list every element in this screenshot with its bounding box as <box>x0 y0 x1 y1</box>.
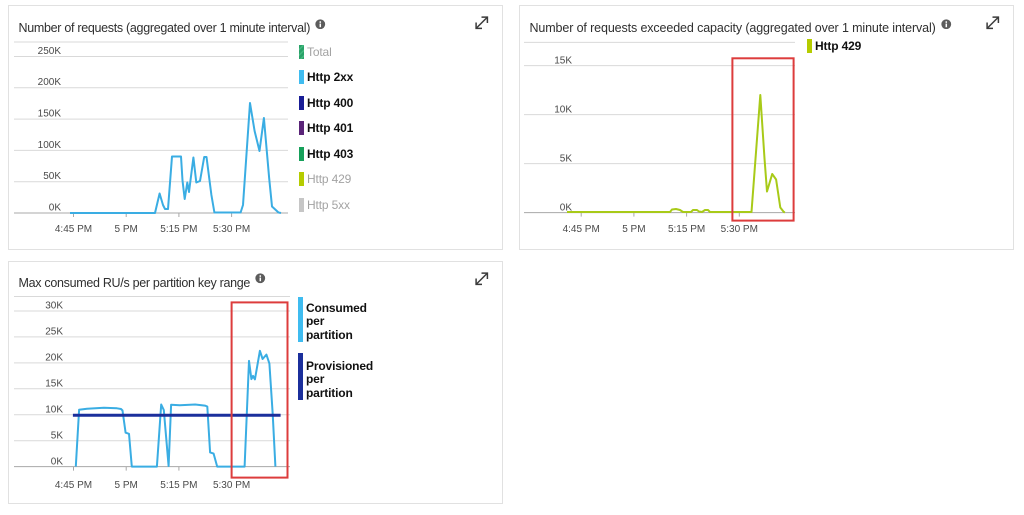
svg-text:5:15 PM: 5:15 PM <box>668 224 705 235</box>
svg-text:0K: 0K <box>51 457 64 468</box>
svg-text:150K: 150K <box>38 109 62 120</box>
svg-text:10K: 10K <box>554 105 572 116</box>
svg-text:5K: 5K <box>560 154 573 165</box>
svg-text:5:30 PM: 5:30 PM <box>213 224 250 235</box>
svg-text:5 PM: 5 PM <box>115 224 138 235</box>
svg-text:200K: 200K <box>38 77 62 88</box>
svg-text:50K: 50K <box>43 171 61 182</box>
svg-text:4:45 PM: 4:45 PM <box>55 480 92 491</box>
svg-text:15K: 15K <box>554 56 572 67</box>
svg-text:15K: 15K <box>45 379 63 390</box>
svg-text:5 PM: 5 PM <box>622 224 645 235</box>
svg-text:10K: 10K <box>45 405 63 416</box>
svg-text:5:15 PM: 5:15 PM <box>160 480 197 491</box>
svg-text:5K: 5K <box>51 431 64 442</box>
svg-text:250K: 250K <box>38 46 62 57</box>
svg-text:5:30 PM: 5:30 PM <box>213 480 250 491</box>
svg-text:5:30 PM: 5:30 PM <box>721 224 758 235</box>
svg-text:0K: 0K <box>49 202 62 213</box>
svg-text:0K: 0K <box>560 203 573 214</box>
svg-text:25K: 25K <box>45 327 63 338</box>
svg-text:5 PM: 5 PM <box>115 480 138 491</box>
svg-text:100K: 100K <box>38 140 62 151</box>
svg-text:30K: 30K <box>45 301 63 312</box>
svg-text:4:45 PM: 4:45 PM <box>563 224 600 235</box>
svg-text:5:15 PM: 5:15 PM <box>160 224 197 235</box>
svg-text:4:45 PM: 4:45 PM <box>55 224 92 235</box>
svg-text:20K: 20K <box>45 353 63 364</box>
